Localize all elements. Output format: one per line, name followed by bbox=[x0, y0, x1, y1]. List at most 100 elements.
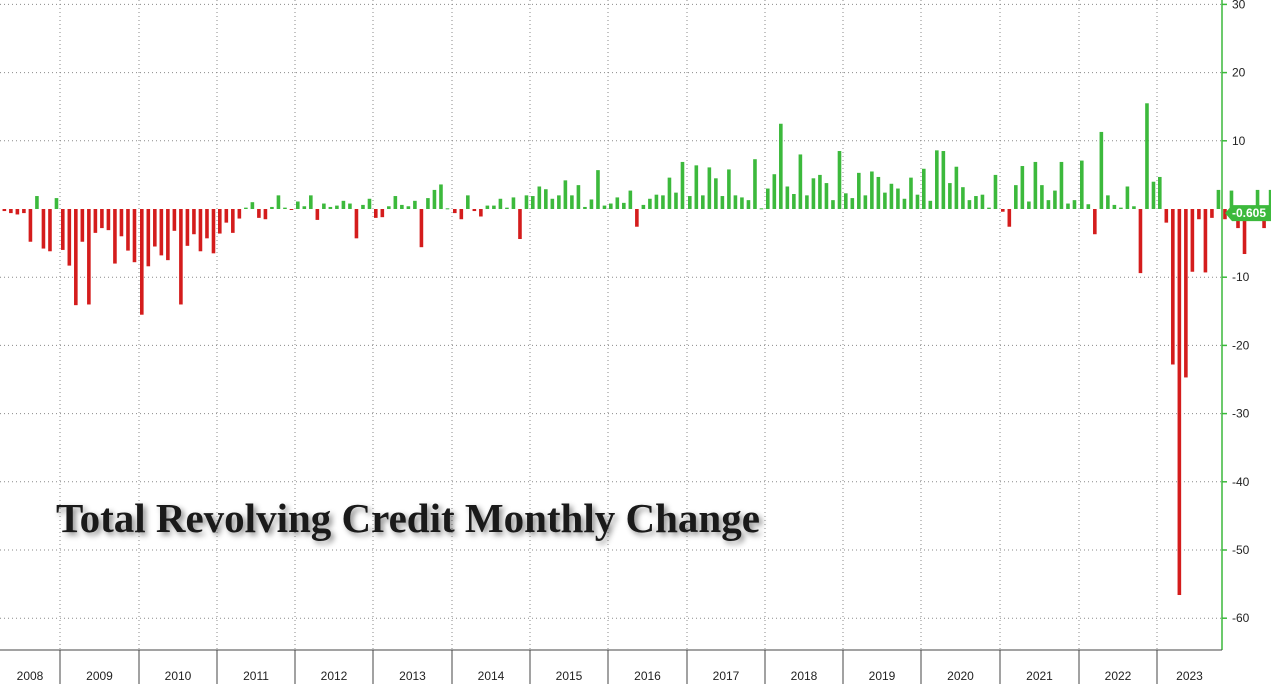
bar bbox=[1086, 204, 1091, 209]
x-tick-label: 2009 bbox=[86, 669, 113, 683]
x-tick-label: 2023 bbox=[1176, 669, 1203, 683]
bar bbox=[479, 209, 483, 217]
bar bbox=[844, 193, 848, 209]
bar bbox=[296, 201, 300, 209]
bar bbox=[948, 183, 952, 209]
bar bbox=[680, 161, 685, 209]
bar bbox=[1145, 103, 1149, 209]
bar bbox=[1138, 209, 1143, 274]
bar bbox=[1210, 209, 1214, 218]
bar bbox=[328, 206, 333, 209]
bar bbox=[341, 200, 346, 209]
bar bbox=[688, 196, 692, 209]
bar bbox=[667, 177, 672, 209]
bar bbox=[106, 209, 111, 231]
bar bbox=[406, 206, 411, 209]
y-tick-label: -40 bbox=[1232, 475, 1250, 489]
bar bbox=[367, 198, 372, 209]
bar bbox=[48, 209, 52, 252]
bar bbox=[54, 198, 59, 209]
bar bbox=[276, 195, 281, 209]
x-tick-label: 2011 bbox=[243, 669, 269, 683]
bar bbox=[915, 194, 920, 209]
bar bbox=[1216, 189, 1221, 209]
bar bbox=[635, 209, 639, 227]
bar bbox=[283, 207, 287, 209]
bar bbox=[792, 194, 796, 209]
chart-title: Total Revolving Credit Monthly Change bbox=[56, 495, 760, 541]
x-tick-label: 2008 bbox=[17, 669, 44, 683]
last-value-marker: -0.605 bbox=[1225, 205, 1271, 222]
bar bbox=[1040, 185, 1044, 209]
bar bbox=[818, 174, 822, 209]
bar bbox=[524, 195, 529, 209]
x-tick-label: 2018 bbox=[791, 669, 818, 683]
bar bbox=[146, 209, 151, 267]
bar bbox=[113, 209, 117, 264]
bar bbox=[896, 188, 900, 209]
bar bbox=[727, 169, 731, 209]
bar bbox=[263, 209, 268, 220]
bar bbox=[205, 209, 209, 239]
bar bbox=[119, 209, 124, 237]
bar bbox=[531, 196, 535, 209]
grid-lines bbox=[0, 0, 1222, 650]
bar bbox=[1119, 207, 1123, 209]
bar bbox=[432, 189, 437, 209]
bar bbox=[28, 209, 33, 242]
bar bbox=[1033, 161, 1038, 209]
bar bbox=[857, 172, 861, 209]
bar bbox=[1151, 181, 1156, 209]
bar bbox=[153, 209, 157, 247]
bar bbox=[192, 209, 196, 235]
bar bbox=[928, 200, 933, 209]
bar bbox=[393, 196, 398, 209]
bar bbox=[1158, 176, 1162, 209]
bar bbox=[80, 209, 85, 242]
bar bbox=[100, 209, 104, 229]
bar bbox=[772, 174, 777, 209]
bar bbox=[354, 209, 359, 239]
x-tick-label: 2013 bbox=[399, 669, 426, 683]
bar bbox=[250, 202, 255, 209]
bar bbox=[753, 159, 757, 209]
bar bbox=[746, 200, 751, 209]
bar bbox=[224, 209, 229, 223]
bar bbox=[563, 180, 568, 209]
bar bbox=[445, 208, 450, 210]
bar bbox=[954, 166, 959, 209]
bar bbox=[322, 203, 326, 209]
bar bbox=[9, 209, 13, 214]
bar bbox=[270, 206, 274, 209]
bar bbox=[361, 204, 365, 209]
bar bbox=[35, 196, 39, 209]
bar bbox=[557, 195, 561, 209]
bar bbox=[439, 184, 443, 209]
bar bbox=[707, 167, 712, 209]
bar bbox=[902, 198, 907, 209]
bar bbox=[628, 190, 633, 209]
x-tick-label: 2014 bbox=[478, 669, 505, 683]
bar bbox=[218, 209, 222, 234]
y-tick-label: -10 bbox=[1232, 270, 1250, 284]
bar bbox=[1106, 195, 1110, 209]
bar bbox=[1001, 209, 1005, 212]
bar bbox=[74, 209, 78, 306]
bar bbox=[179, 209, 183, 305]
bar bbox=[961, 187, 965, 209]
bar bbox=[941, 151, 946, 209]
bar bbox=[720, 196, 725, 209]
bar bbox=[1014, 185, 1018, 209]
bar bbox=[289, 209, 294, 210]
bar bbox=[1066, 203, 1070, 209]
bar bbox=[400, 204, 404, 209]
bar bbox=[466, 195, 470, 209]
bar bbox=[661, 195, 665, 209]
x-tick-label: 2021 bbox=[1026, 669, 1053, 683]
bar bbox=[140, 209, 144, 315]
bar bbox=[472, 209, 477, 212]
bar bbox=[987, 207, 991, 209]
bar bbox=[41, 209, 46, 249]
bar bbox=[211, 209, 216, 254]
